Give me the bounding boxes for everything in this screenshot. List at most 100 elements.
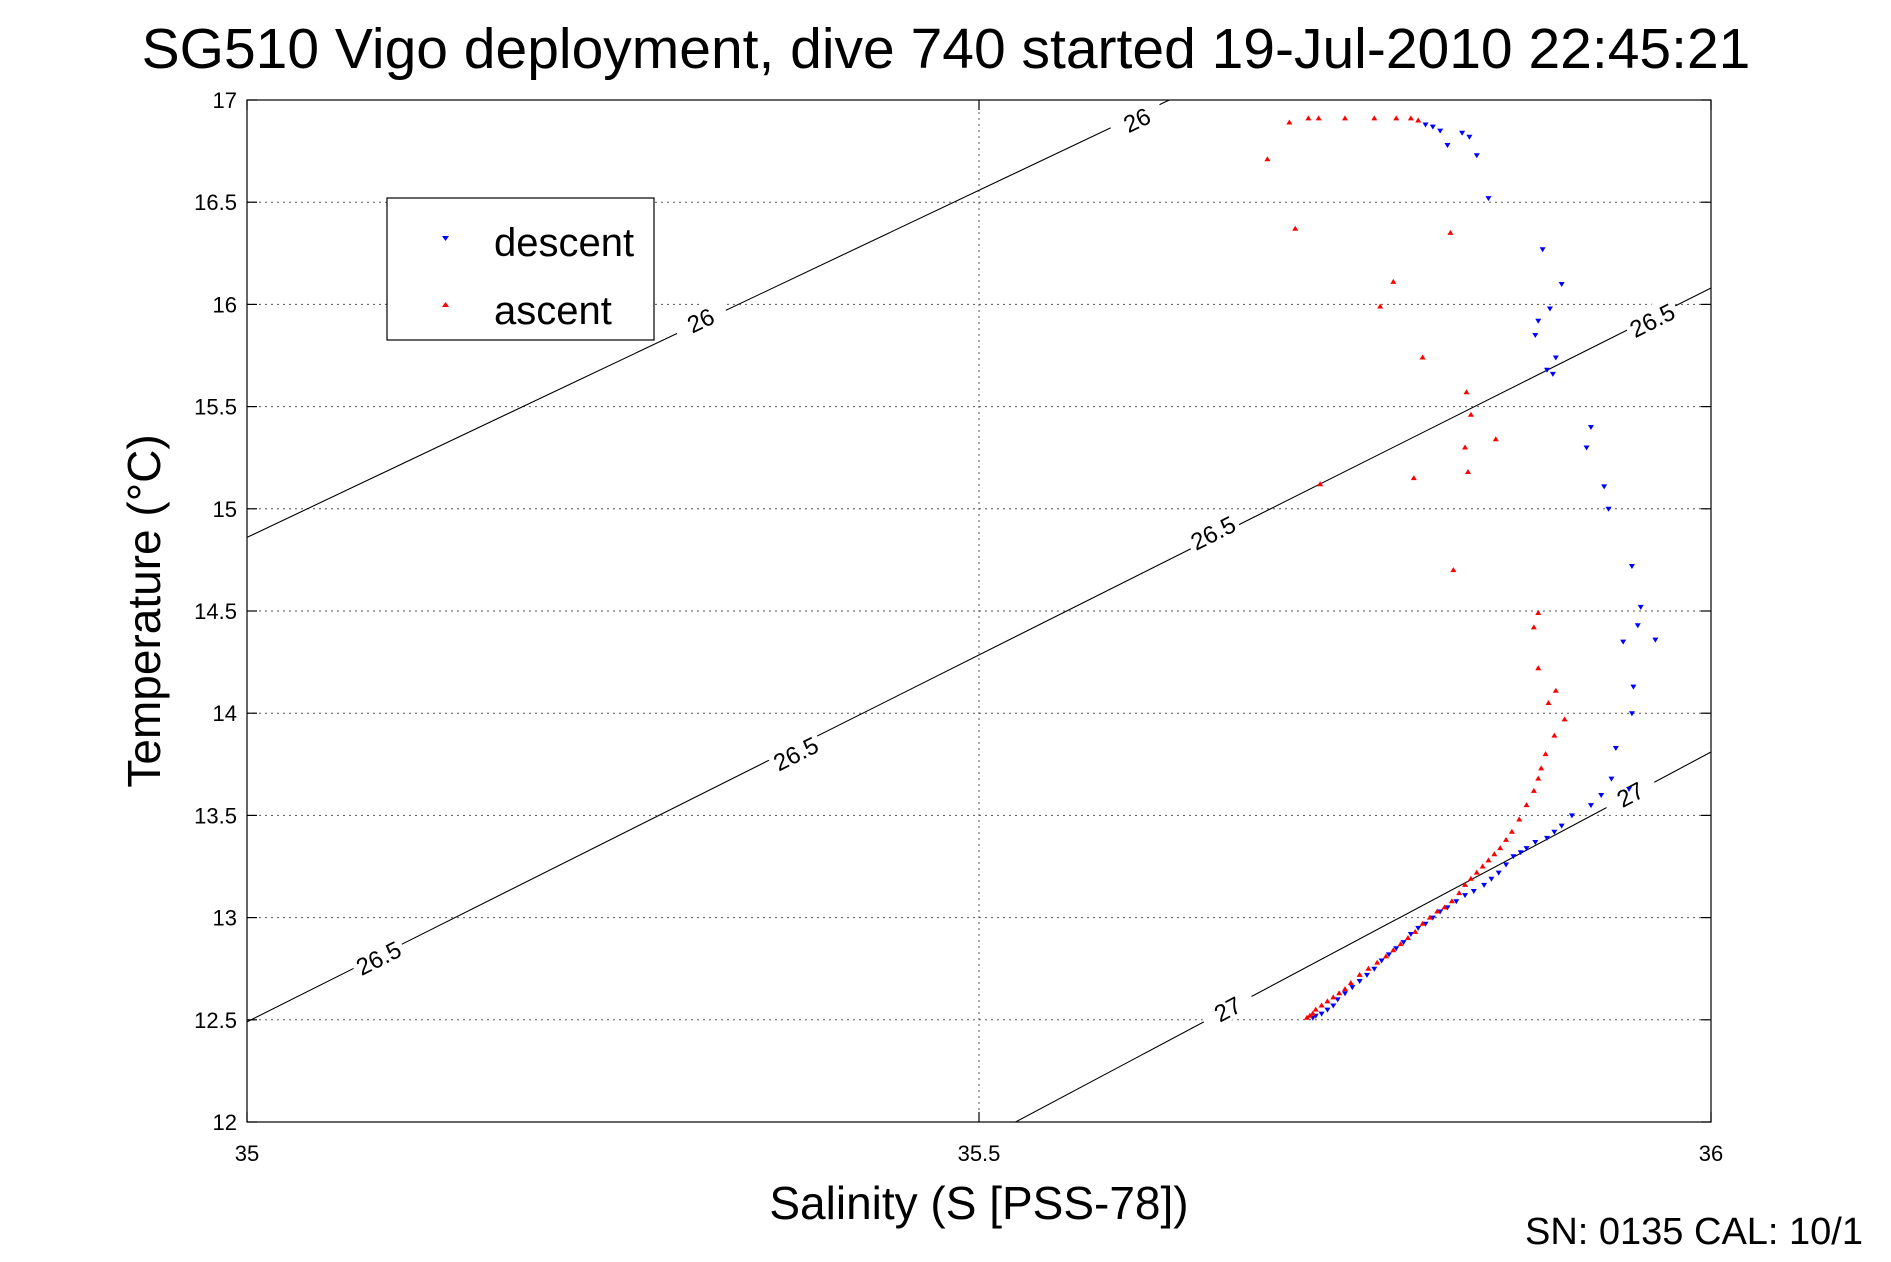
ascent-point: [1382, 953, 1389, 959]
legend: descent ascent: [386, 197, 655, 341]
descent-point: [1356, 978, 1363, 984]
contour-line: [246, 287, 1712, 1023]
ascent-point: [1318, 1002, 1325, 1008]
ascent-point: [1491, 851, 1498, 857]
ascent-point: [1315, 115, 1322, 121]
descent-point: [1481, 882, 1488, 888]
descent-point: [1453, 899, 1460, 905]
ascent-point: [1479, 863, 1486, 869]
ascent-point: [1412, 928, 1419, 934]
ascent-point: [1545, 699, 1552, 705]
ascent-point: [1467, 875, 1474, 881]
ascent-point: [1535, 775, 1542, 781]
descent-point: [1546, 306, 1553, 312]
ascent-point: [1419, 354, 1426, 360]
descent-point: [1558, 823, 1565, 829]
y-tick-label: 12.5: [194, 1008, 237, 1033]
contour-label-bg: [1182, 507, 1243, 556]
y-tick-label: 17: [213, 88, 237, 113]
descent-point: [1568, 813, 1575, 819]
y-tick-label: 16: [213, 292, 237, 317]
ascent-point: [1516, 816, 1523, 822]
descent-point: [1385, 952, 1392, 958]
descent-point: [1612, 745, 1619, 751]
descent-point: [1552, 355, 1559, 361]
descent-point: [1363, 972, 1370, 978]
data-points: [1264, 115, 1659, 1021]
contour-label-bg: [765, 728, 826, 777]
descent-point: [1459, 130, 1466, 136]
ascent-point: [1456, 890, 1463, 896]
descent-point: [1510, 854, 1517, 860]
ascent-point: [1330, 994, 1337, 1000]
y-tick-label: 14.5: [194, 599, 237, 624]
ascent-point: [1538, 765, 1545, 771]
ascent-point: [1305, 115, 1312, 121]
contour-label-bg: [347, 932, 408, 981]
descent-point: [1429, 915, 1436, 921]
ascent-point: [1530, 787, 1537, 793]
ascent-point: [1552, 687, 1559, 693]
ascent-point: [1551, 732, 1558, 738]
ascent-point: [1419, 920, 1426, 926]
ascent-point: [1497, 845, 1504, 851]
ascent-point: [1508, 828, 1515, 834]
descent-point: [1342, 991, 1348, 997]
y-tick-label: 13.5: [194, 803, 237, 828]
x-axis-label: Salinity (S [PSS-78]): [769, 1177, 1188, 1229]
descent-point: [1601, 484, 1608, 490]
ascent-point: [1347, 980, 1354, 986]
descent-point: [1551, 829, 1558, 835]
y-tick-label: 13: [213, 906, 237, 931]
descent-point: [1444, 142, 1451, 148]
descent-point: [1444, 905, 1451, 911]
descent-point: [1422, 122, 1429, 128]
ascent-point: [1434, 908, 1441, 914]
legend-box: [386, 197, 655, 341]
ascent-point: [1374, 959, 1381, 965]
descent-point: [1495, 870, 1502, 876]
descent-point: [1473, 153, 1480, 159]
descent-point: [1620, 639, 1627, 645]
descent-point: [1349, 985, 1356, 991]
descent-point: [1626, 786, 1633, 792]
ascent-point: [1467, 411, 1474, 417]
ascent-point: [1292, 225, 1299, 231]
ascent-point: [1365, 965, 1372, 971]
descent-point: [1378, 958, 1385, 964]
descent-point: [1539, 247, 1546, 253]
descent-point: [1407, 931, 1414, 937]
ascent-point: [1342, 115, 1348, 121]
ascent-point: [1542, 751, 1549, 757]
descent-point: [1532, 839, 1539, 845]
descent-point: [1422, 921, 1429, 927]
descent-point: [1334, 997, 1341, 1003]
contour-label-bg: [1621, 295, 1682, 343]
descent-point: [1393, 946, 1400, 952]
ascent-point: [1377, 303, 1384, 309]
ascent-point: [1312, 1006, 1319, 1012]
ascent-point: [1404, 935, 1411, 941]
ascent-point: [1410, 475, 1417, 481]
y-tick-label: 15.5: [194, 395, 237, 420]
descent-point: [1330, 1003, 1337, 1009]
ascent-point: [1407, 115, 1414, 121]
ascent-point: [1317, 481, 1324, 487]
ascent-point: [1426, 914, 1433, 920]
legend-ascent-label: ascent: [494, 289, 612, 333]
contour-line: [1015, 751, 1712, 1123]
ascent-point: [1523, 802, 1530, 808]
footer-calibration: SN: 0135 CAL: 10/1: [1525, 1211, 1863, 1253]
descent-point: [1608, 776, 1615, 782]
ascent-point: [1463, 389, 1470, 395]
ascent-point: [1447, 229, 1454, 235]
contour-label-bg: [1196, 983, 1257, 1032]
ascent-point: [1485, 857, 1492, 863]
ascent-point: [1306, 1012, 1313, 1018]
ascent-point: [1441, 904, 1448, 910]
descent-point: [1652, 637, 1659, 643]
ascent-point: [1393, 115, 1400, 121]
x-tick-label: 35: [235, 1141, 259, 1166]
descent-point: [1466, 134, 1473, 140]
descent-point: [1583, 445, 1590, 451]
